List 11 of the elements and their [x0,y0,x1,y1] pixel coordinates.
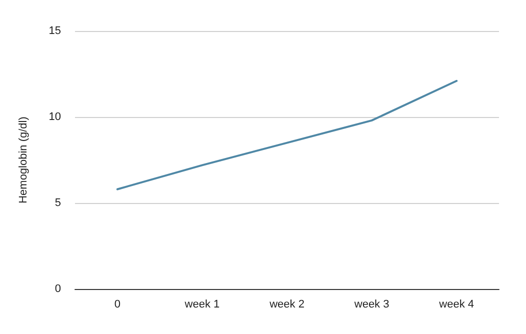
x-tick-label: week 3 [353,298,390,310]
x-tick-label: week 1 [184,298,220,310]
y-axis-title: Hemoglobin (g/dl) [18,116,30,204]
y-tick-label: 10 [48,111,61,123]
y-tick-label: 15 [48,25,61,37]
x-tick-label: week 2 [268,298,304,310]
y-tick-label: 5 [54,197,61,209]
x-tick-label: week 4 [438,298,474,310]
y-tick-label: 0 [54,283,61,295]
x-tick-label: 0 [114,298,120,310]
line-series [116,80,458,190]
